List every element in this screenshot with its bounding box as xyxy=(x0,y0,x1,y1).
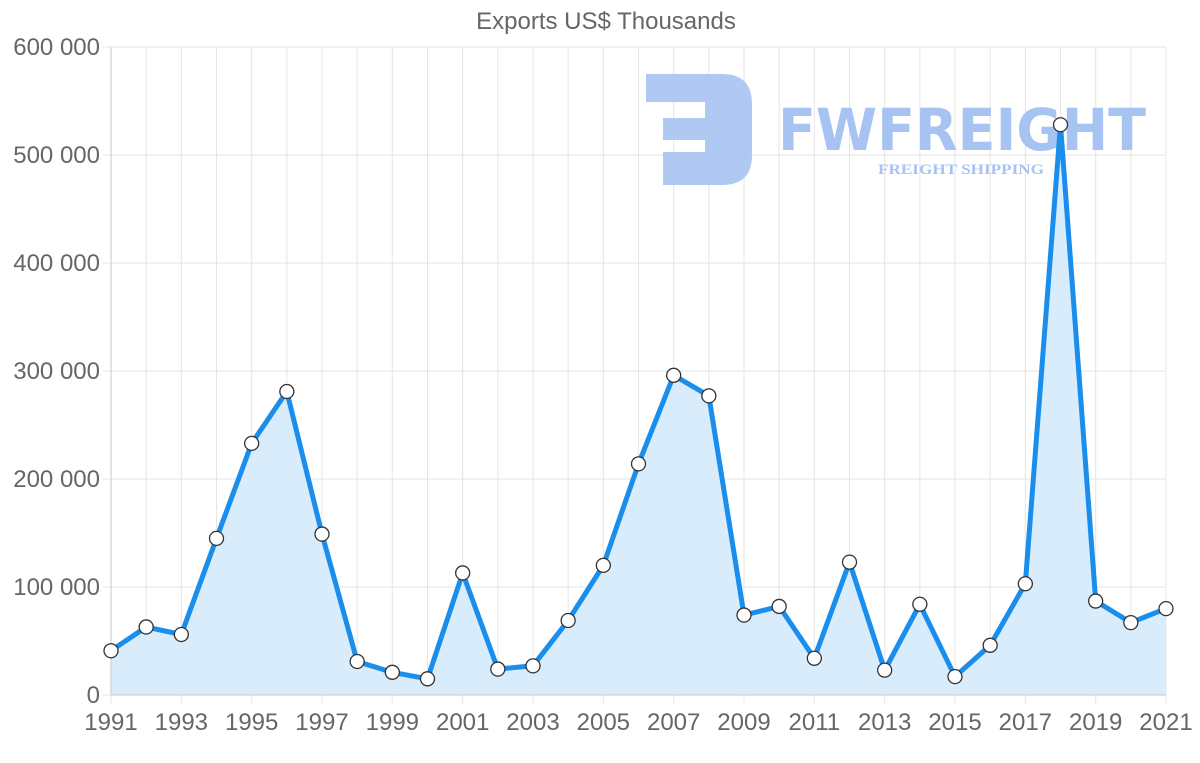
y-axis-labels: 0 100 000 200 000 300 000 400 000 500 000 600 … xyxy=(13,34,100,709)
data-point-2020[interactable] xyxy=(1123,614,1139,631)
data-point-1992[interactable] xyxy=(138,619,154,635)
x-tick-label: 2011 xyxy=(789,709,841,736)
x-tick-label: 2015 xyxy=(928,709,981,736)
watermark-brand: FWFREIGHT xyxy=(778,96,1146,164)
brand-logo-icon xyxy=(646,74,752,185)
data-point-2017[interactable] xyxy=(1017,576,1033,592)
x-axis-labels: 1991 1993 1995 1997 1999 2001 2003 2005 2007 2009… xyxy=(84,709,1192,736)
data-points xyxy=(103,117,1174,687)
data-point-1991[interactable] xyxy=(103,643,119,659)
data-point-2002[interactable] xyxy=(490,661,506,677)
data-point-1999[interactable] xyxy=(384,664,400,680)
data-point-1993[interactable] xyxy=(173,626,189,643)
x-tick-label: 2005 xyxy=(577,709,630,736)
y-tick-label: 500 000 xyxy=(13,142,100,169)
data-point-2018[interactable] xyxy=(1052,117,1069,133)
y-tick-label: 300 000 xyxy=(13,358,100,385)
y-tick-label: 200 000 xyxy=(13,466,100,493)
x-tick-label: 2009 xyxy=(717,709,770,736)
x-tick-label: 1995 xyxy=(225,709,278,736)
data-point-2015[interactable] xyxy=(947,668,963,685)
chart-title: Exports US$ Thousands xyxy=(476,8,736,35)
x-tick-label: 2001 xyxy=(436,709,489,736)
data-point-2012[interactable] xyxy=(841,554,858,570)
data-point-2019[interactable] xyxy=(1088,593,1104,609)
x-tick-label: 1993 xyxy=(155,709,208,736)
data-point-1998[interactable] xyxy=(349,653,365,670)
data-point-1996[interactable] xyxy=(279,383,295,400)
data-point-2005[interactable] xyxy=(595,557,611,574)
x-tick-label: 1999 xyxy=(366,709,419,736)
y-tick-label: 0 xyxy=(87,682,100,709)
data-point-2003[interactable] xyxy=(525,658,541,674)
area-fill xyxy=(111,124,1166,695)
x-tick-label: 2013 xyxy=(858,709,911,736)
data-point-2009[interactable] xyxy=(736,607,752,623)
data-point-1994[interactable] xyxy=(208,530,225,547)
x-tick-label: 2007 xyxy=(647,709,700,736)
y-tick-label: 400 000 xyxy=(13,250,100,277)
data-point-2010[interactable] xyxy=(771,598,787,615)
data-point-1995[interactable] xyxy=(244,435,260,452)
y-tick-label: 100 000 xyxy=(13,574,100,601)
data-point-2013[interactable] xyxy=(877,662,893,678)
x-tick-label: 2021 xyxy=(1139,709,1192,736)
data-point-1997[interactable] xyxy=(314,526,330,542)
watermark-logo: FWFREIGHT FREIGHT SHIPPING xyxy=(646,74,1146,185)
y-tick-label: 600 000 xyxy=(13,34,100,61)
data-point-2008[interactable] xyxy=(701,388,717,404)
data-point-2007[interactable] xyxy=(666,367,682,383)
data-point-2001[interactable] xyxy=(455,565,471,581)
x-tick-label: 2019 xyxy=(1069,709,1122,736)
watermark-tagline: FREIGHT SHIPPING xyxy=(878,162,1044,178)
data-point-2004[interactable] xyxy=(560,612,576,629)
data-point-2014[interactable] xyxy=(912,596,928,612)
data-point-2006[interactable] xyxy=(630,456,647,472)
data-point-2016[interactable] xyxy=(982,637,998,653)
x-tick-label: 1991 xyxy=(84,709,137,736)
data-point-2000[interactable] xyxy=(419,671,436,687)
data-point-2021[interactable] xyxy=(1158,600,1174,617)
x-tick-label: 1997 xyxy=(295,709,348,736)
axes xyxy=(110,47,1166,696)
data-point-2011[interactable] xyxy=(806,650,822,666)
x-tick-label: 2003 xyxy=(506,709,559,736)
x-tick-label: 2017 xyxy=(999,709,1052,736)
